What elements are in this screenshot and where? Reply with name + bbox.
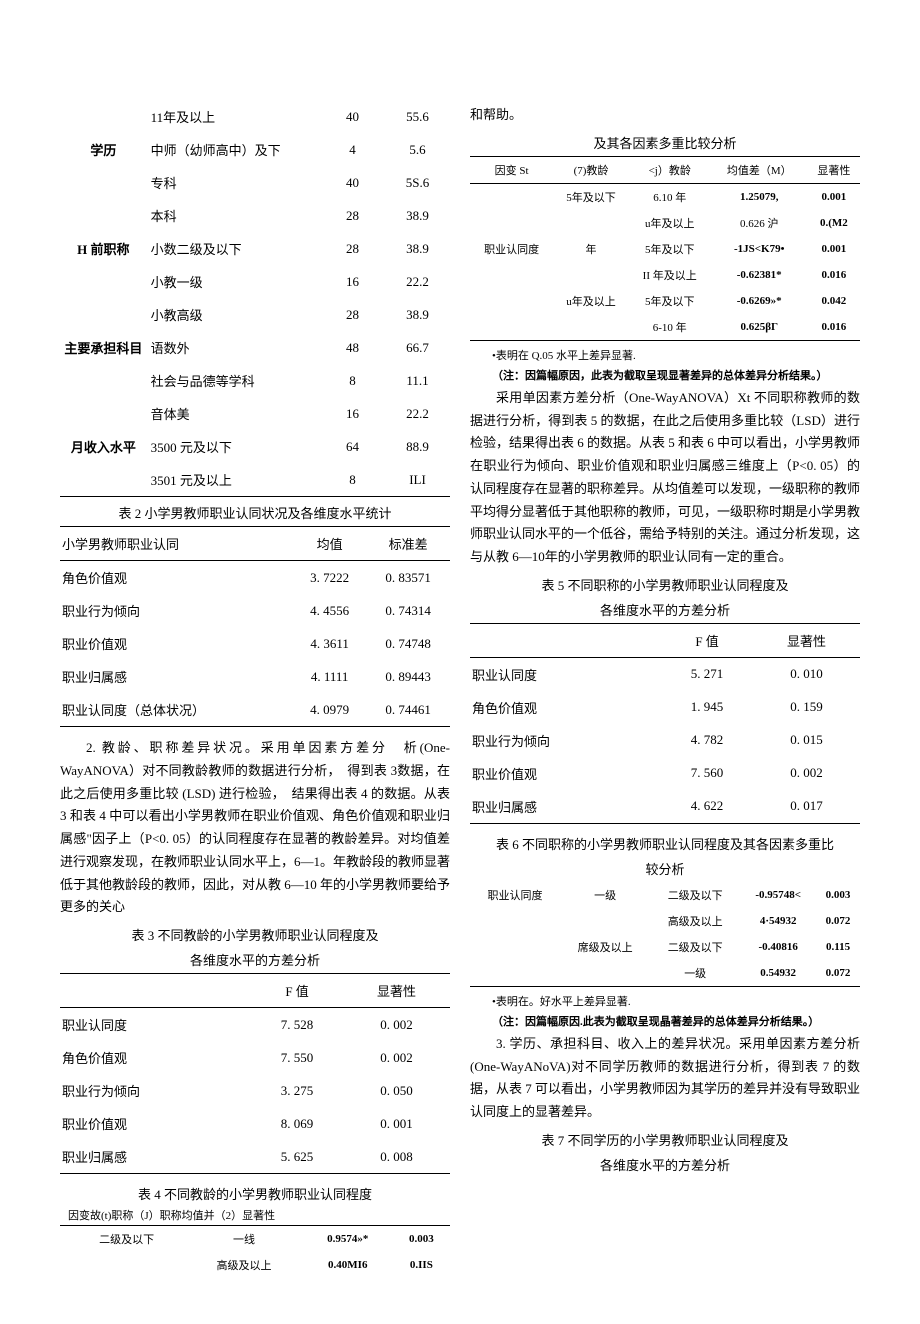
- table-row: 职业归属感4. 6220. 017: [470, 790, 860, 824]
- table-row: 小教一级1622.2: [60, 265, 450, 298]
- right-column: 和帮助。 及其各因素多重比较分析 因变 St(7)教龄<j）教龄均值差（M）显著…: [470, 100, 860, 1284]
- table-row: 职业归属感4. 11110. 89443: [60, 660, 450, 693]
- table-row: 5年及以下6.10 年1.25079,0.001: [470, 183, 860, 210]
- table6-note: （注：因篇幅原因.此表为截取呈现晶著差异的总体差异分析结果。）: [470, 1013, 860, 1029]
- table-header: 因变 St(7)教龄<j）教龄均值差（M）显著性: [470, 156, 860, 183]
- paragraph-right-2: 3. 学历、承担科目、收入上的差异状况。采用单因素方差分析(One-WayANo…: [470, 1033, 860, 1124]
- table4-caption: 表 4 不同教龄的小学男教师职业认同程度: [60, 1184, 450, 1203]
- table-row: 职业认同度（总体状况）4. 09790. 74461: [60, 693, 450, 727]
- table-row: 本科2838.9: [60, 199, 450, 232]
- table7-subcaption: 各维度水平的方差分析: [470, 1155, 860, 1174]
- table-row: 学历中师（幼师高中）及下45.6: [60, 133, 450, 166]
- left-column: 11年及以上4055.6 学历中师（幼师高中）及下45.6 专科405S.6 本…: [60, 100, 450, 1284]
- table-row: 小教高级2838.9: [60, 298, 450, 331]
- table5: F 值显著性 职业认同度5. 2710. 010 角色价值观1. 9450. 1…: [470, 623, 860, 824]
- table4: 二级及以下一线0.9574»*0.003 高级及以上0.40MI60.IIS: [60, 1226, 450, 1278]
- table-row: 专科405S.6: [60, 166, 450, 199]
- help-text: 和帮助。: [470, 104, 860, 127]
- table7-caption: 表 7 不同学历的小学男教师职业认同程度及: [470, 1130, 860, 1149]
- table-row: 职业认同度7. 5280. 002: [60, 1008, 450, 1042]
- table-row: II 年及以上-0.62381*0.016: [470, 262, 860, 288]
- table-row: u年及以上5年及以下-0.6269»*0.042: [470, 288, 860, 314]
- table6-subcaption: 较分析: [470, 859, 860, 878]
- table4r-note: （注：因篇幅原因，此表为截取呈现显著差异的总体差异分析结果。）: [470, 367, 860, 383]
- table4r-footnote: •表明在 Q.05 水平上差异显著.: [470, 347, 860, 363]
- table2: 小学男教师职业认同均值标准差 角色价值观3. 72220. 83571 职业行为…: [60, 526, 450, 727]
- table-row: 职业行为倾向4. 45560. 74314: [60, 594, 450, 627]
- table-header: F 值显著性: [60, 974, 450, 1008]
- table-row: 高级及以上0.40MI60.IIS: [60, 1252, 450, 1278]
- table-row: 一级0.549320.072: [470, 960, 860, 987]
- table6-footnote: •表明在。好水平上差异显著.: [470, 993, 860, 1009]
- table-row: u年及以上0.626 沪0.(M2: [470, 210, 860, 236]
- table-row: 角色价值观3. 72220. 83571: [60, 561, 450, 595]
- table-row: 音体美1622.2: [60, 397, 450, 430]
- table4-subheader: 因变故(t)职称（J）职称均值并（2）显著性: [60, 1207, 450, 1226]
- table-row: 主要承担科目语数外4866.7: [60, 331, 450, 364]
- table-row: 席级及以上二级及以下-0.408160.115: [470, 934, 860, 960]
- table-row: 高级及以上4·549320.072: [470, 908, 860, 934]
- table6-caption: 表 6 不同职称的小学男教师职业认同程度及其各因素多重比: [470, 834, 860, 853]
- table4-right: 因变 St(7)教龄<j）教龄均值差（M）显著性 5年及以下6.10 年1.25…: [470, 156, 860, 341]
- table2-caption: 表 2 小学男教师职业认同状况及各维度水平统计: [60, 503, 450, 522]
- table-row: 职业价值观4. 36110. 74748: [60, 627, 450, 660]
- table-row: 角色价值观7. 5500. 002: [60, 1041, 450, 1074]
- table4r-caption: 及其各因素多重比较分析: [470, 133, 860, 152]
- table-row: 职业价值观7. 5600. 002: [470, 757, 860, 790]
- table-row: 职业认同度年5年及以下-1JS<K79•0.001: [470, 236, 860, 262]
- paragraph-2: 2. 教龄、职称差异状况。采用单因素方差分 析(One-WayANOVA）对不同…: [60, 737, 450, 919]
- table5-caption: 表 5 不同职称的小学男教师职业认同程度及: [470, 575, 860, 594]
- table-row: 职业行为倾向4. 7820. 015: [470, 724, 860, 757]
- table-header: F 值显著性: [470, 623, 860, 657]
- table5-subcaption: 各维度水平的方差分析: [470, 600, 860, 619]
- demographics-table: 11年及以上4055.6 学历中师（幼师高中）及下45.6 专科405S.6 本…: [60, 100, 450, 497]
- table-row: 职业价值观8. 0690. 001: [60, 1107, 450, 1140]
- table3-caption: 表 3 不同教龄的小学男教师职业认同程度及: [60, 925, 450, 944]
- table-row: H 前职称小数二级及以下2838.9: [60, 232, 450, 265]
- table-row: 二级及以下一线0.9574»*0.003: [60, 1226, 450, 1252]
- table-row: 11年及以上4055.6: [60, 100, 450, 133]
- table3: F 值显著性 职业认同度7. 5280. 002 角色价值观7. 5500. 0…: [60, 973, 450, 1174]
- table-row: 6-10 年0.625βΓ0.016: [470, 314, 860, 341]
- table-row: 社会与品德等学科811.1: [60, 364, 450, 397]
- table-row: 角色价值观1. 9450. 159: [470, 691, 860, 724]
- table-row: 3501 元及以上8ILI: [60, 463, 450, 497]
- table-row: 职业行为倾向3. 2750. 050: [60, 1074, 450, 1107]
- table-row: 职业认同度一级二级及以下-0.95748<0.003: [470, 882, 860, 908]
- table-row: 职业认同度5. 2710. 010: [470, 657, 860, 691]
- paragraph-right-1: 采用单因素方差分析（One-WayANOVA）Xt 不同职称教师的数据进行分析，…: [470, 387, 860, 569]
- table6: 职业认同度一级二级及以下-0.95748<0.003 高级及以上4·549320…: [470, 882, 860, 987]
- table-row: 职业归属感5. 6250. 008: [60, 1140, 450, 1174]
- table-header: 小学男教师职业认同均值标准差: [60, 527, 450, 561]
- table-row: 月收入水平3500 元及以下6488.9: [60, 430, 450, 463]
- table3-subcaption: 各维度水平的方差分析: [60, 950, 450, 969]
